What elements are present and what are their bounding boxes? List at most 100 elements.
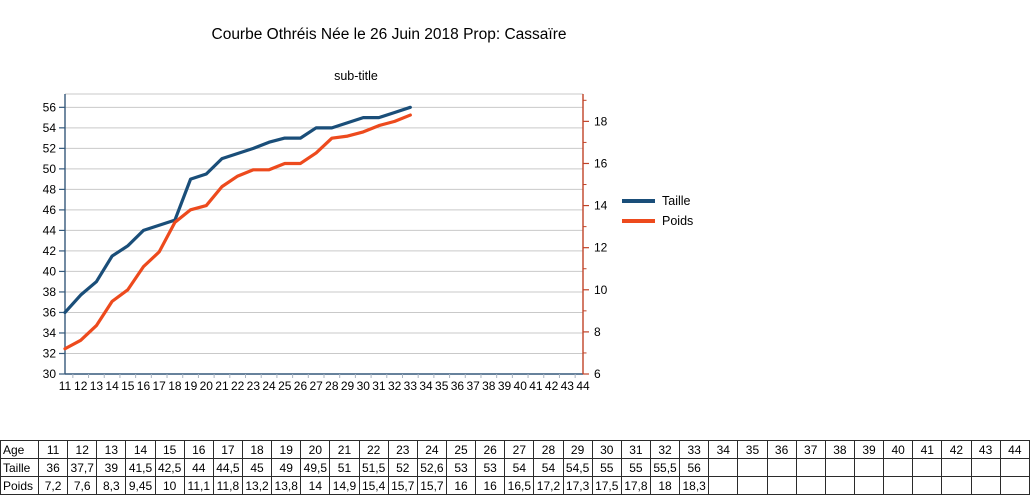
cell-poids-26[interactable]: 16 xyxy=(475,476,506,495)
cell-poids-16[interactable]: 11,1 xyxy=(183,476,214,495)
cell-age-35[interactable]: 35 xyxy=(737,440,768,459)
cell-poids-14[interactable]: 9,45 xyxy=(125,476,156,495)
cell-taille-44[interactable] xyxy=(999,458,1030,477)
cell-taille-16[interactable]: 44 xyxy=(183,458,214,477)
cell-age-44[interactable]: 44 xyxy=(999,440,1030,459)
cell-poids-20[interactable]: 14 xyxy=(300,476,331,495)
cell-poids-17[interactable]: 11,8 xyxy=(212,476,243,495)
cell-poids-39[interactable] xyxy=(853,476,885,495)
cell-poids-38[interactable] xyxy=(824,476,855,495)
cell-age-40[interactable]: 40 xyxy=(883,440,914,459)
cell-taille-41[interactable] xyxy=(912,458,943,477)
cell-poids-31[interactable]: 17,8 xyxy=(620,476,651,495)
cell-age-15[interactable]: 15 xyxy=(154,440,185,459)
cell-poids-28[interactable]: 17,2 xyxy=(533,476,564,495)
cell-poids-19[interactable]: 13,8 xyxy=(271,476,302,495)
cell-poids-35[interactable] xyxy=(737,476,768,495)
cell-taille-14[interactable]: 41,5 xyxy=(125,458,156,477)
cell-poids-25[interactable]: 16 xyxy=(445,476,477,495)
cell-age-22[interactable]: 22 xyxy=(358,440,389,459)
cell-age-11[interactable]: 11 xyxy=(37,440,69,459)
cell-age-16[interactable]: 16 xyxy=(183,440,214,459)
cell-taille-30[interactable]: 55 xyxy=(591,458,622,477)
cell-age-42[interactable]: 42 xyxy=(941,440,972,459)
cell-poids-18[interactable]: 13,2 xyxy=(241,476,273,495)
cell-poids-15[interactable]: 10 xyxy=(154,476,185,495)
cell-taille-11[interactable]: 36 xyxy=(37,458,69,477)
cell-age-26[interactable]: 26 xyxy=(475,440,506,459)
cell-taille-12[interactable]: 37,7 xyxy=(67,458,98,477)
cell-age-37[interactable]: 37 xyxy=(795,440,826,459)
cell-age-25[interactable]: 25 xyxy=(445,440,477,459)
cell-taille-32[interactable]: 55,5 xyxy=(649,458,681,477)
cell-age-33[interactable]: 33 xyxy=(679,440,710,459)
cell-taille-38[interactable] xyxy=(824,458,855,477)
legend-item-poids[interactable]: Poids xyxy=(622,214,693,228)
cell-poids-22[interactable]: 15,4 xyxy=(358,476,389,495)
cell-age-38[interactable]: 38 xyxy=(824,440,855,459)
cell-taille-17[interactable]: 44,5 xyxy=(212,458,243,477)
row-label-age[interactable]: Age xyxy=(0,440,39,459)
cell-age-41[interactable]: 41 xyxy=(912,440,943,459)
cell-poids-42[interactable] xyxy=(941,476,972,495)
cell-taille-25[interactable]: 53 xyxy=(445,458,477,477)
cell-taille-21[interactable]: 51 xyxy=(329,458,360,477)
cell-age-27[interactable]: 27 xyxy=(504,440,535,459)
cell-age-12[interactable]: 12 xyxy=(67,440,98,459)
cell-poids-32[interactable]: 18 xyxy=(649,476,681,495)
cell-age-14[interactable]: 14 xyxy=(125,440,156,459)
cell-age-17[interactable]: 17 xyxy=(212,440,243,459)
cell-age-31[interactable]: 31 xyxy=(620,440,651,459)
cell-poids-13[interactable]: 8,3 xyxy=(96,476,127,495)
cell-taille-40[interactable] xyxy=(883,458,914,477)
cell-poids-23[interactable]: 15,7 xyxy=(387,476,418,495)
cell-age-29[interactable]: 29 xyxy=(562,440,593,459)
cell-poids-37[interactable] xyxy=(795,476,826,495)
cell-age-24[interactable]: 24 xyxy=(416,440,447,459)
cell-poids-11[interactable]: 7,2 xyxy=(37,476,69,495)
cell-taille-39[interactable] xyxy=(853,458,885,477)
cell-poids-36[interactable] xyxy=(766,476,797,495)
cell-age-32[interactable]: 32 xyxy=(649,440,681,459)
cell-poids-40[interactable] xyxy=(883,476,914,495)
cell-taille-34[interactable] xyxy=(708,458,739,477)
cell-age-20[interactable]: 20 xyxy=(300,440,331,459)
cell-age-18[interactable]: 18 xyxy=(241,440,273,459)
cell-poids-41[interactable] xyxy=(912,476,943,495)
cell-taille-20[interactable]: 49,5 xyxy=(300,458,331,477)
cell-age-34[interactable]: 34 xyxy=(708,440,739,459)
cell-taille-26[interactable]: 53 xyxy=(475,458,506,477)
cell-taille-42[interactable] xyxy=(941,458,972,477)
cell-taille-36[interactable] xyxy=(766,458,797,477)
cell-taille-37[interactable] xyxy=(795,458,826,477)
row-label-taille[interactable]: Taille xyxy=(0,458,39,477)
cell-poids-33[interactable]: 18,3 xyxy=(679,476,710,495)
row-label-poids[interactable]: Poids xyxy=(0,476,39,495)
cell-taille-33[interactable]: 56 xyxy=(679,458,710,477)
cell-poids-30[interactable]: 17,5 xyxy=(591,476,622,495)
cell-age-36[interactable]: 36 xyxy=(766,440,797,459)
cell-age-43[interactable]: 43 xyxy=(970,440,1001,459)
cell-poids-34[interactable] xyxy=(708,476,739,495)
cell-poids-24[interactable]: 15,7 xyxy=(416,476,447,495)
cell-poids-29[interactable]: 17,3 xyxy=(562,476,593,495)
cell-taille-29[interactable]: 54,5 xyxy=(562,458,593,477)
cell-poids-43[interactable] xyxy=(970,476,1001,495)
cell-age-23[interactable]: 23 xyxy=(387,440,418,459)
cell-age-21[interactable]: 21 xyxy=(329,440,360,459)
cell-poids-27[interactable]: 16,5 xyxy=(504,476,535,495)
cell-taille-23[interactable]: 52 xyxy=(387,458,418,477)
cell-taille-22[interactable]: 51,5 xyxy=(358,458,389,477)
cell-taille-31[interactable]: 55 xyxy=(620,458,651,477)
cell-taille-19[interactable]: 49 xyxy=(271,458,302,477)
cell-taille-13[interactable]: 39 xyxy=(96,458,127,477)
cell-taille-18[interactable]: 45 xyxy=(241,458,273,477)
cell-age-39[interactable]: 39 xyxy=(853,440,885,459)
cell-age-19[interactable]: 19 xyxy=(271,440,302,459)
cell-age-28[interactable]: 28 xyxy=(533,440,564,459)
cell-taille-35[interactable] xyxy=(737,458,768,477)
cell-taille-15[interactable]: 42,5 xyxy=(154,458,185,477)
cell-taille-43[interactable] xyxy=(970,458,1001,477)
cell-poids-21[interactable]: 14,9 xyxy=(329,476,360,495)
cell-age-30[interactable]: 30 xyxy=(591,440,622,459)
